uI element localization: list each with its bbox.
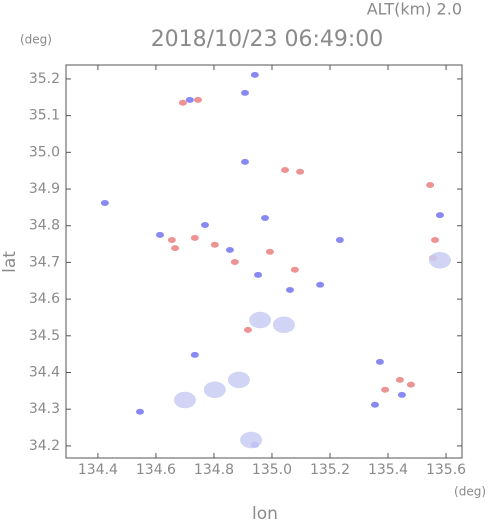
echo-blob <box>435 212 444 219</box>
echo-blob <box>335 237 344 244</box>
y-tick-label: 34.3 <box>29 401 60 417</box>
echo-blob <box>167 237 176 244</box>
echo-blob <box>240 158 249 165</box>
echo-blob <box>375 358 384 365</box>
echo-blob <box>250 71 259 78</box>
echo-blob <box>381 386 390 393</box>
x-tick-label: 134.6 <box>136 462 176 478</box>
echo-blob <box>190 234 199 241</box>
echo-blob <box>370 401 379 408</box>
echo-blob <box>171 245 180 252</box>
echo-blob <box>194 96 202 103</box>
echo-blob <box>426 181 435 188</box>
chart-title: 2018/10/23 06:49:00 <box>151 27 384 52</box>
echo-blob <box>155 231 164 238</box>
x-tick-label: 134.8 <box>194 462 234 478</box>
altitude-label: ALT(km) 2.0 <box>367 0 462 19</box>
y-tick-label: 35.1 <box>29 108 60 124</box>
echo-blob <box>397 391 406 398</box>
x-axis-label: lon <box>252 504 278 521</box>
x-unit: (deg) <box>454 485 486 499</box>
y-tick-label: 34.9 <box>29 181 60 197</box>
x-tick-label: 135.4 <box>368 462 408 478</box>
y-tick-label: 34.5 <box>29 328 60 344</box>
echo-blob <box>296 168 305 175</box>
echo-blob <box>200 221 209 228</box>
echo-blob <box>395 376 404 383</box>
echo-blob <box>210 241 219 248</box>
y-tick-label: 34.8 <box>29 218 60 234</box>
echo-blob <box>243 326 252 333</box>
y-tick-label: 35.0 <box>29 144 60 160</box>
x-tick-label: 135.6 <box>426 462 466 478</box>
echo-blob <box>431 237 440 244</box>
echo-blob <box>290 266 299 273</box>
echo-blob <box>406 381 415 388</box>
echo-blob <box>227 371 250 389</box>
echo-blob <box>240 431 263 449</box>
echo-blob <box>272 316 295 334</box>
echo-blob <box>230 259 239 266</box>
echo-blob <box>249 311 272 329</box>
x-tick-label: 135.2 <box>310 462 350 478</box>
y-tick-label: 34.4 <box>29 365 60 381</box>
y-tick-label: 34.2 <box>29 438 60 454</box>
echo-blob <box>173 391 196 409</box>
y-tick-label: 34.7 <box>29 254 60 270</box>
echo-blob <box>265 248 274 255</box>
y-unit: (deg) <box>20 33 52 47</box>
echo-blob <box>254 271 263 278</box>
plot-frame <box>65 64 463 459</box>
echo-blob <box>190 351 199 358</box>
y-tick-label: 35.2 <box>29 71 60 87</box>
echo-blob <box>225 246 234 253</box>
echo-blob <box>178 99 187 106</box>
echo-blob <box>240 89 249 96</box>
echo-blob <box>281 166 290 173</box>
x-tick-label: 135.0 <box>252 462 292 478</box>
y-tick-label: 34.6 <box>29 291 60 307</box>
echo-blob <box>135 408 144 415</box>
echo-blob <box>261 215 270 222</box>
echo-blob <box>285 286 294 293</box>
y-axis-label: lat <box>0 251 20 273</box>
echo-blob <box>316 281 325 288</box>
echo-blob <box>185 96 194 103</box>
x-tick-label: 134.4 <box>78 462 118 478</box>
echo-blob <box>203 381 226 398</box>
echo-blob <box>428 251 451 269</box>
echo-blob <box>100 199 109 206</box>
